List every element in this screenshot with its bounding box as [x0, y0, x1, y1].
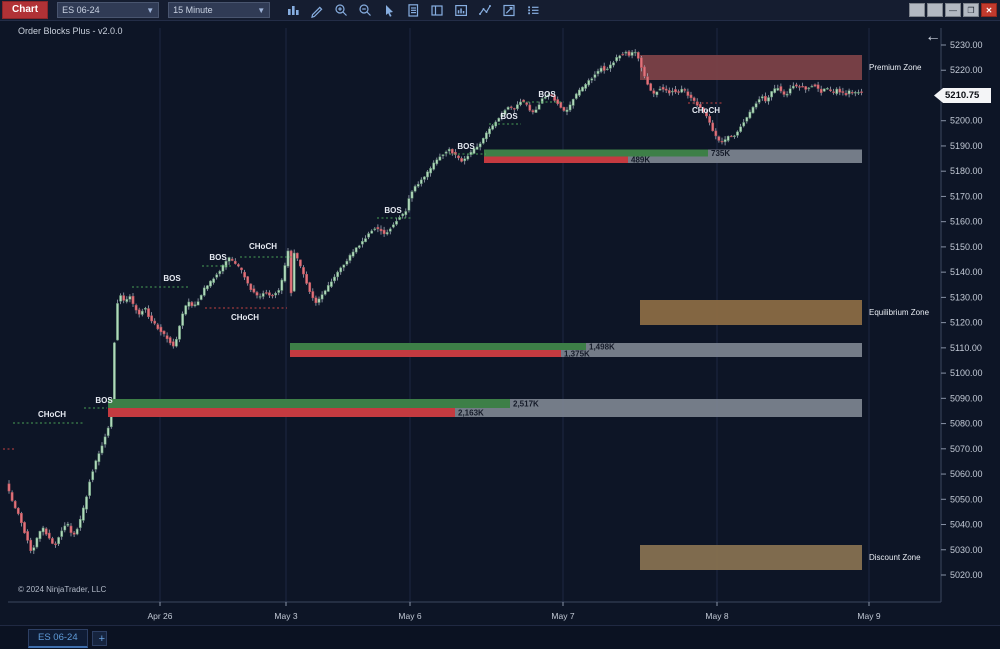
svg-text:5110.00: 5110.00 [950, 343, 982, 353]
zigzag-line-icon[interactable] [476, 2, 493, 18]
svg-text:1,498K: 1,498K [589, 342, 615, 351]
close-icon[interactable]: ✕ [981, 3, 997, 17]
svg-text:BOS: BOS [95, 396, 113, 405]
svg-text:BOS: BOS [538, 90, 556, 99]
svg-text:Apr 26: Apr 26 [147, 611, 172, 621]
svg-text:May 6: May 6 [398, 611, 421, 621]
svg-text:5080.00: 5080.00 [950, 419, 983, 429]
interval-dropdown-value: 15 Minute [173, 5, 213, 15]
svg-text:5040.00: 5040.00 [950, 520, 983, 530]
tab-es-06-24[interactable]: ES 06-24 [28, 628, 88, 648]
equilibrium-zone-label: Equilibrium Zone [869, 308, 930, 317]
restore-icon[interactable]: ❐ [963, 3, 979, 17]
svg-text:5130.00: 5130.00 [950, 292, 983, 302]
draw-pencil-icon[interactable] [308, 2, 325, 18]
chart-menu-button[interactable]: Chart [2, 1, 49, 19]
bar-chart-icon[interactable] [284, 2, 301, 18]
current-price-badge: 5210.75 [934, 88, 991, 103]
svg-text:CHoCH: CHoCH [38, 410, 66, 419]
svg-text:5140.00: 5140.00 [950, 267, 983, 277]
svg-text:May 9: May 9 [857, 611, 880, 621]
svg-text:489K: 489K [631, 156, 650, 165]
svg-text:May 7: May 7 [551, 611, 574, 621]
svg-text:5100.00: 5100.00 [950, 368, 983, 378]
title-bar: Chart ES 06-24 ▼ 15 Minute ▼ — ❐ [0, 0, 1000, 21]
svg-text:BOS: BOS [209, 253, 227, 262]
svg-text:5160.00: 5160.00 [950, 217, 983, 227]
zoom-in-icon[interactable] [332, 2, 349, 18]
premium-zone-label: Premium Zone [869, 63, 922, 72]
window-button-a[interactable] [909, 3, 925, 17]
svg-text:5020.00: 5020.00 [950, 570, 983, 580]
svg-text:May 3: May 3 [274, 611, 297, 621]
chart-window-icon[interactable] [452, 2, 469, 18]
svg-text:735K: 735K [711, 149, 730, 158]
list-icon[interactable] [524, 2, 541, 18]
svg-text:5190.00: 5190.00 [950, 141, 983, 151]
tab-bar: ES 06-24 + [0, 625, 1000, 649]
svg-text:5230.00: 5230.00 [950, 40, 983, 50]
svg-text:2,517K: 2,517K [513, 399, 539, 408]
window-controls: — ❐ ✕ [909, 3, 997, 17]
svg-text:BOS: BOS [500, 112, 518, 121]
indicator-label: Order Blocks Plus - v2.0.0 [18, 26, 123, 36]
svg-text:May 8: May 8 [705, 611, 728, 621]
svg-text:5060.00: 5060.00 [950, 469, 983, 479]
minimize-icon[interactable]: — [945, 3, 961, 17]
chevron-down-icon: ▼ [257, 5, 266, 15]
copyright-label: © 2024 NinjaTrader, LLC [18, 585, 107, 594]
cursor-icon[interactable] [380, 2, 397, 18]
instrument-dropdown[interactable]: ES 06-24 ▼ [57, 2, 160, 18]
svg-text:5070.00: 5070.00 [950, 444, 983, 454]
svg-text:5200.00: 5200.00 [950, 116, 983, 126]
svg-text:BOS: BOS [384, 206, 402, 215]
svg-text:CHoCH: CHoCH [692, 106, 720, 115]
toolbar-icons [284, 2, 541, 18]
svg-text:5120.00: 5120.00 [950, 318, 983, 328]
add-tab-button[interactable]: + [91, 630, 107, 646]
svg-text:5170.00: 5170.00 [950, 191, 983, 201]
svg-text:5030.00: 5030.00 [950, 545, 983, 555]
indicator-box-icon[interactable] [500, 2, 517, 18]
zoom-out-icon[interactable] [356, 2, 373, 18]
svg-text:CHoCH: CHoCH [231, 313, 259, 322]
split-window-icon[interactable] [428, 2, 445, 18]
svg-text:BOS: BOS [163, 274, 181, 283]
svg-text:5220.00: 5220.00 [950, 65, 983, 75]
svg-text:CHoCH: CHoCH [249, 242, 277, 251]
svg-text:BOS: BOS [457, 142, 475, 151]
svg-text:5090.00: 5090.00 [950, 393, 983, 403]
chevron-down-icon: ▼ [146, 5, 155, 15]
instrument-dropdown-value: ES 06-24 [62, 5, 100, 15]
back-arrow-icon[interactable]: ← [925, 28, 941, 45]
document-icon[interactable] [404, 2, 421, 18]
svg-text:5180.00: 5180.00 [950, 166, 983, 176]
svg-text:2,163K: 2,163K [458, 408, 484, 417]
svg-text:1,375K: 1,375K [564, 349, 590, 358]
window-button-b[interactable] [927, 3, 943, 17]
svg-text:5150.00: 5150.00 [950, 242, 983, 252]
interval-dropdown[interactable]: 15 Minute ▼ [168, 2, 271, 18]
svg-text:5050.00: 5050.00 [950, 494, 983, 504]
discount-zone-label: Discount Zone [869, 553, 921, 562]
